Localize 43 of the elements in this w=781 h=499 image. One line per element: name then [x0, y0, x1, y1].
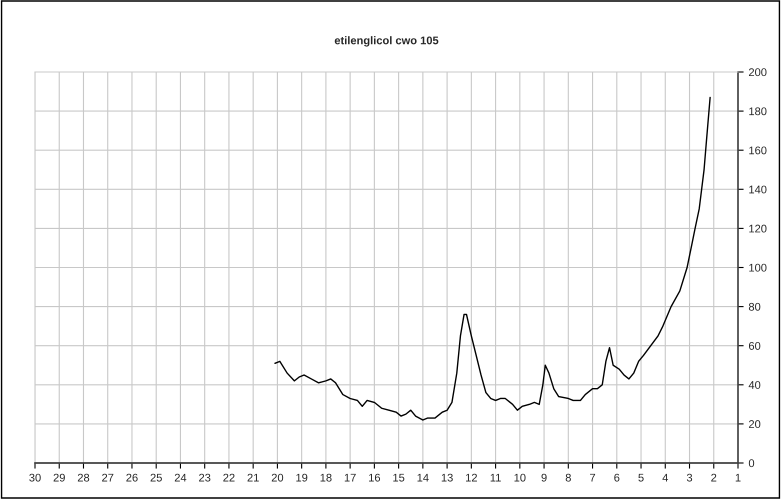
y-tick-label: 160: [749, 146, 767, 154]
x-tick-label: 21: [248, 474, 259, 482]
y-tick-label: 80: [748, 302, 760, 311]
x-tick-label: 18: [320, 474, 332, 482]
x-tick-label: 13: [442, 474, 453, 482]
y-tick-label: 180: [749, 107, 767, 116]
x-tick-label: 15: [393, 474, 404, 482]
x-tick-label: 3: [686, 474, 692, 482]
x-tick-label: 23: [199, 474, 210, 482]
x-tick-label: 1: [736, 474, 741, 482]
y-tick-label: 60: [748, 342, 760, 350]
line-series: [274, 96, 711, 421]
x-tick-label: 9: [542, 474, 547, 482]
chart-title: etilenglicol cwo 105: [334, 36, 438, 47]
y-tick-label: 120: [749, 224, 767, 233]
x-tick-label: 16: [369, 474, 380, 482]
x-tick-label: 2: [711, 474, 716, 482]
y-tick-label: 200: [748, 68, 767, 76]
x-tick-label: 26: [126, 474, 138, 482]
x-tick-label: 4: [662, 474, 668, 482]
x-tick-label: 27: [102, 474, 114, 482]
x-tick-label: 25: [150, 474, 162, 482]
x-tick-label: 28: [78, 474, 90, 482]
x-tick-label: 17: [344, 474, 356, 482]
x-tick-label: 7: [590, 474, 596, 482]
y-tick-label: 140: [749, 186, 767, 194]
x-tick-label: 22: [223, 474, 235, 482]
x-tick-label: 5: [638, 474, 644, 482]
y-tick-label: 100: [749, 264, 767, 272]
x-tick-label: 19: [296, 474, 308, 482]
x-tick-label: 10: [514, 474, 526, 482]
x-tick-label: 6: [614, 474, 620, 482]
y-tick-label: 40: [748, 381, 760, 389]
y-tick-label: 20: [748, 420, 760, 428]
x-tick-label: 24: [174, 474, 186, 482]
x-tick-label: 8: [566, 474, 571, 482]
x-tick-label: 14: [418, 474, 429, 482]
x-tick-label: 20: [272, 474, 284, 482]
x-tick-label: 29: [54, 474, 65, 482]
x-tick-label: 12: [466, 474, 477, 482]
y-tick-label: 0: [748, 459, 754, 468]
x-tick-label: 11: [490, 474, 501, 482]
x-tick-label: 30: [29, 474, 41, 482]
